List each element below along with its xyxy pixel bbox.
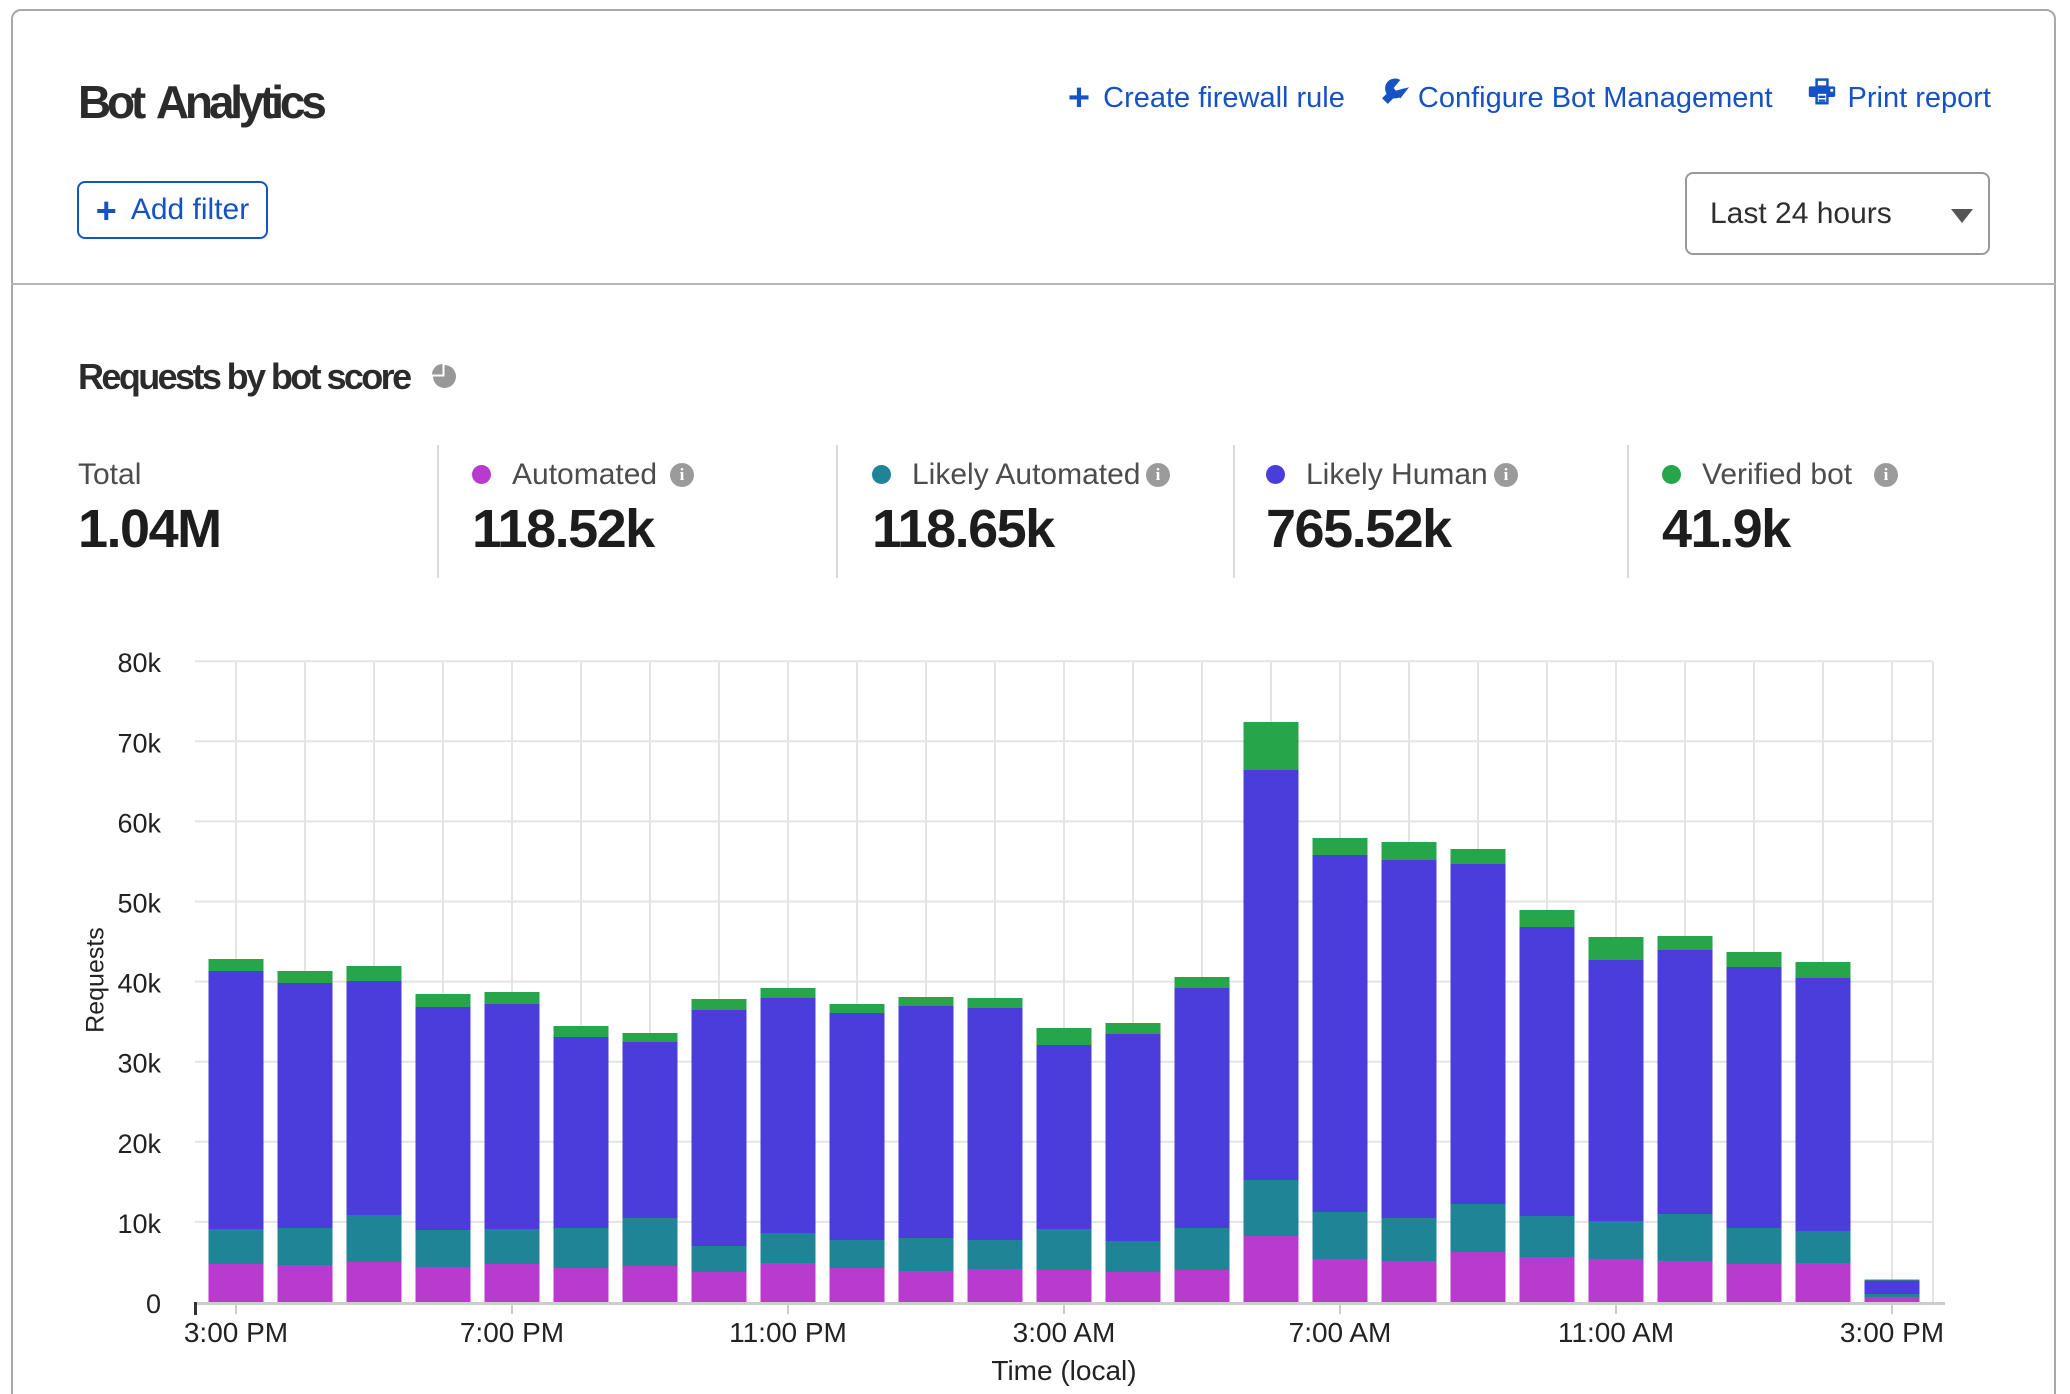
svg-text:3:00 AM: 3:00 AM: [1013, 1317, 1116, 1348]
svg-text:10k: 10k: [117, 1209, 161, 1239]
svg-text:60k: 60k: [117, 808, 161, 838]
svg-text:30k: 30k: [117, 1049, 161, 1079]
svg-text:70k: 70k: [117, 728, 161, 758]
svg-text:3:00 PM: 3:00 PM: [184, 1317, 288, 1348]
svg-text:3:00 PM: 3:00 PM: [1840, 1317, 1944, 1348]
svg-text:20k: 20k: [117, 1129, 161, 1159]
svg-text:11:00 PM: 11:00 PM: [729, 1317, 847, 1348]
svg-text:Time (local): Time (local): [991, 1355, 1136, 1386]
svg-text:50k: 50k: [117, 889, 161, 919]
svg-text:7:00 PM: 7:00 PM: [460, 1317, 564, 1348]
svg-text:7:00 AM: 7:00 AM: [1289, 1317, 1392, 1348]
svg-text:11:00 AM: 11:00 AM: [1558, 1317, 1674, 1348]
svg-text:80k: 80k: [117, 648, 161, 678]
svg-text:0: 0: [146, 1289, 161, 1319]
svg-text:Requests: Requests: [82, 927, 110, 1033]
svg-text:40k: 40k: [117, 969, 161, 999]
